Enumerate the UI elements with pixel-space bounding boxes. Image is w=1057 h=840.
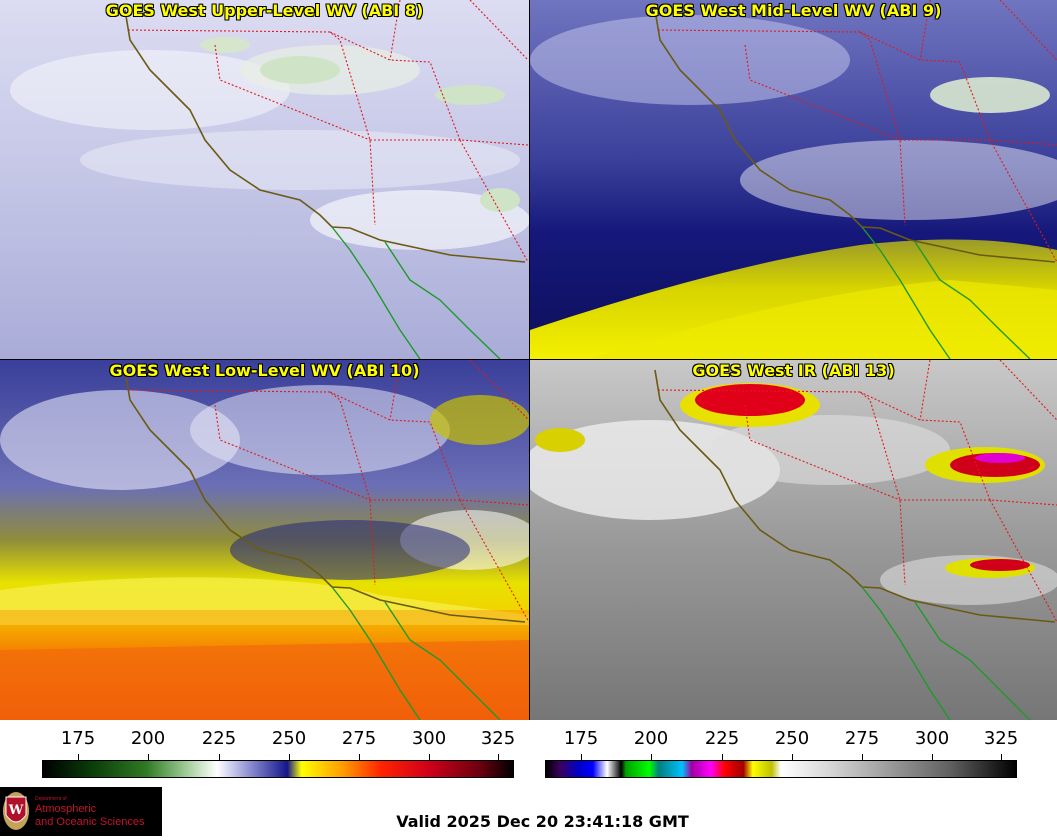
tick-label: 325 [983, 728, 1019, 749]
upper-level-wv-panel: GOES West Upper-Level WV (ABI 8) [0, 0, 529, 359]
tick-label: 200 [633, 728, 669, 749]
wv-colorbar [42, 760, 514, 778]
ir-panel: GOES West IR (ABI 13) [530, 360, 1057, 720]
panel-divider-horizontal [0, 359, 1057, 360]
tick-label: 325 [480, 728, 516, 749]
logo-dept-text: Department of [35, 796, 67, 802]
university-crest-icon: W [3, 792, 29, 830]
panel-title: GOES West IR (ABI 13) [692, 361, 895, 380]
logo-line1-text: Atmospheric [35, 803, 97, 815]
tick-label: 275 [341, 728, 377, 749]
footer-area [0, 720, 1057, 836]
tick-label: 225 [704, 728, 740, 749]
tick-label: 175 [563, 728, 599, 749]
tick-label: 300 [411, 728, 447, 749]
panel-divider-vertical [529, 0, 530, 720]
tick-label: 250 [271, 728, 307, 749]
aos-logo: W Department of Atmospheric and Oceanic … [0, 787, 162, 836]
low-level-wv-image [0, 360, 529, 720]
tick-label: 175 [60, 728, 96, 749]
panel-title: GOES West Low-Level WV (ABI 10) [109, 361, 420, 380]
tick-label: 225 [201, 728, 237, 749]
ir-image [530, 360, 1057, 720]
logo-line2-text: and Oceanic Sciences [35, 816, 145, 828]
wv-colorbar-tick-marks [42, 754, 514, 760]
panel-title: GOES West Upper-Level WV (ABI 8) [105, 1, 424, 20]
tick-label: 275 [844, 728, 880, 749]
ir-colorbar-tick-marks [545, 754, 1017, 760]
tick-label: 200 [130, 728, 166, 749]
low-level-wv-panel: GOES West Low-Level WV (ABI 10) [0, 360, 529, 720]
upper-level-wv-image [0, 0, 529, 359]
ir-colorbar [545, 760, 1017, 778]
tick-label: 300 [914, 728, 950, 749]
mid-level-wv-image [530, 0, 1057, 359]
panel-title: GOES West Mid-Level WV (ABI 9) [645, 1, 942, 20]
tick-label: 250 [774, 728, 810, 749]
svg-text:W: W [8, 803, 24, 818]
mid-level-wv-panel: GOES West Mid-Level WV (ABI 9) [530, 0, 1057, 359]
valid-time-label: Valid 2025 Dec 20 23:41:18 GMT [396, 812, 689, 831]
